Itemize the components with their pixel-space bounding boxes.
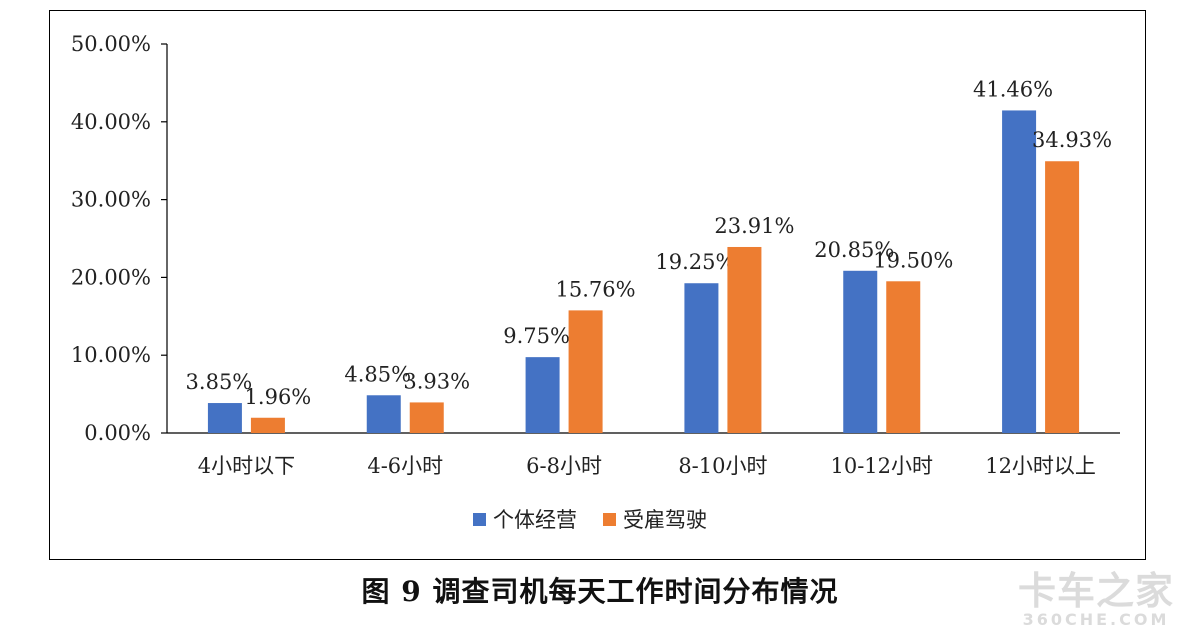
- bar-hired: [409, 402, 444, 433]
- x-category-label: 12小时以上: [985, 454, 1096, 478]
- legend-swatch: [603, 513, 616, 526]
- bar-hired: [727, 246, 762, 433]
- data-label: 19.50%: [873, 248, 953, 272]
- watermark-sub-text: 360CHE.COM: [1022, 610, 1170, 629]
- watermark-logo: 卡车之家 360CHE.COM: [1018, 571, 1174, 629]
- data-label: 4.85%: [344, 362, 411, 386]
- y-tick-label: 10.00%: [71, 343, 151, 367]
- data-label: 19.25%: [655, 250, 735, 274]
- data-label: 23.91%: [714, 214, 794, 238]
- data-label: 34.93%: [1032, 128, 1112, 152]
- bar-self-employed: [684, 283, 719, 433]
- chart-frame: 0.00% 10.00% 20.00% 30.00% 40.00% 50.00% 4小时以下…: [49, 10, 1146, 560]
- y-tick-label: 40.00%: [71, 110, 151, 134]
- data-label: 3.93%: [403, 369, 470, 393]
- bar-self-employed: [1002, 110, 1037, 434]
- x-category-label: 4-6小时: [367, 454, 443, 478]
- x-category-label: 4小时以下: [198, 454, 295, 478]
- bar-hired: [568, 310, 603, 433]
- bar-self-employed: [207, 403, 242, 433]
- bar-self-employed: [525, 357, 560, 433]
- bar-self-employed: [366, 395, 401, 433]
- legend-label: 受雇驾驶: [623, 508, 707, 532]
- data-label: 3.85%: [186, 370, 253, 394]
- bar-hired: [1045, 161, 1080, 433]
- data-label: 20.85%: [814, 238, 894, 262]
- x-category-label: 10-12小时: [830, 454, 933, 478]
- x-category-label: 6-8小时: [526, 454, 602, 478]
- y-tick-label: 20.00%: [71, 265, 151, 289]
- legend-label: 个体经营: [493, 508, 577, 532]
- x-category-label: 8-10小时: [678, 454, 767, 478]
- data-label: 15.76%: [556, 277, 636, 301]
- y-tick-label: 0.00%: [84, 421, 151, 445]
- y-tick-label: 50.00%: [71, 32, 151, 56]
- y-tick-label: 30.00%: [71, 188, 151, 212]
- bar-self-employed: [843, 270, 878, 433]
- bar-hired: [886, 281, 921, 433]
- figure-caption: 图 9 调查司机每天工作时间分布情况: [361, 575, 839, 608]
- data-label: 9.75%: [503, 324, 570, 348]
- bar-hired: [250, 417, 285, 433]
- watermark-main-text: 卡车之家: [1017, 569, 1174, 613]
- data-label: 1.96%: [245, 385, 312, 409]
- legend-swatch: [473, 513, 486, 526]
- data-label: 41.46%: [973, 77, 1053, 101]
- bar-chart: 0.00% 10.00% 20.00% 30.00% 40.00% 50.00% 4小时以下…: [71, 32, 1120, 532]
